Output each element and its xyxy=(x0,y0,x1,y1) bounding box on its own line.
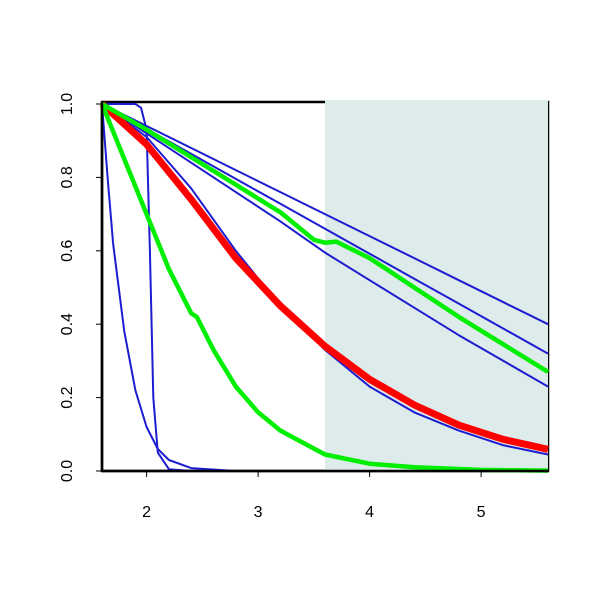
y-tick-label: 1.0 xyxy=(59,93,76,115)
line-series xyxy=(101,103,549,388)
line-series xyxy=(101,103,549,326)
line-series xyxy=(99,101,549,453)
x-tick-label: 4 xyxy=(365,504,374,521)
line-series xyxy=(101,103,548,472)
y-tick-label: 0.2 xyxy=(59,386,76,408)
shaded-region xyxy=(325,100,548,471)
line-series xyxy=(99,103,549,473)
x-tick-label: 5 xyxy=(477,504,486,521)
y-tick-label: 0.0 xyxy=(59,460,76,482)
y-tick-label: 0.6 xyxy=(59,240,76,262)
line-series xyxy=(100,102,550,374)
x-tick-label: 3 xyxy=(254,504,263,521)
x-tick-label: 2 xyxy=(142,504,151,521)
y-tick-label: 0.8 xyxy=(59,166,76,188)
y-tick-label: 0.4 xyxy=(59,313,76,335)
